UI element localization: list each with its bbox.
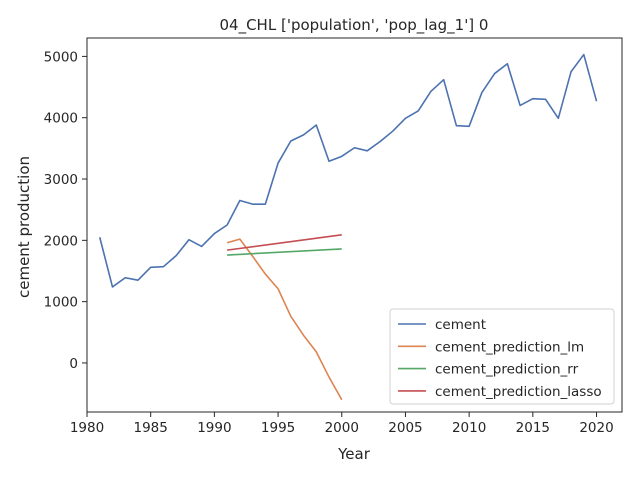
legend-label: cement_prediction_lm	[435, 339, 584, 355]
x-tick-label: 1980	[70, 420, 104, 436]
x-tick-label: 2010	[452, 420, 486, 436]
x-axis-label: Year	[337, 445, 371, 463]
x-tick-label: 2015	[516, 420, 550, 436]
y-axis-ticks: 0 1000 2000 3000 4000 5000	[44, 49, 87, 372]
legend-label: cement_prediction_rr	[435, 362, 579, 378]
y-tick-label: 1000	[44, 295, 78, 311]
legend: cement cement_prediction_lm cement_predict…	[389, 308, 615, 405]
y-tick-label: 4000	[44, 111, 78, 127]
plot-area	[86, 37, 623, 413]
x-axis-ticks: 1980 1985 1990 1995 2000 2005 2010 2015 2020	[70, 412, 614, 436]
x-tick-label: 2005	[388, 420, 422, 436]
series-line-cement-prediction-lasso	[227, 234, 342, 251]
x-tick-label: 2020	[579, 420, 613, 436]
y-axis-label: cement production	[15, 156, 33, 298]
series-line-cement-prediction-lm	[226, 238, 343, 401]
x-tick-label: 1990	[197, 420, 231, 436]
plot-frame	[86, 37, 623, 413]
x-tick-label: 1995	[261, 420, 295, 436]
legend-label: cement_prediction_lasso	[435, 384, 602, 400]
series-line-cement-prediction-rr	[227, 248, 342, 256]
x-tick-label: 1985	[134, 420, 168, 436]
y-tick-label: 3000	[44, 172, 78, 188]
chart-title: 04_CHL ['population', 'pop_lag_1'] 0	[220, 16, 489, 35]
legend-box	[389, 308, 615, 405]
y-tick-label: 0	[69, 356, 78, 372]
legend-label: cement	[435, 317, 486, 333]
x-tick-label: 2000	[325, 420, 359, 436]
y-tick-label: 2000	[44, 233, 78, 249]
y-tick-label: 5000	[44, 49, 78, 65]
series-line-cement	[98, 53, 598, 288]
